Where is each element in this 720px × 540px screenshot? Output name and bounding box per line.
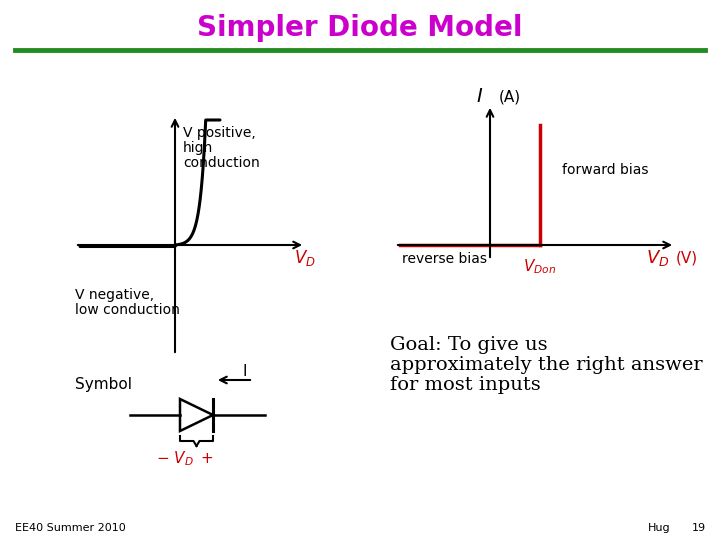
Text: approximately the right answer: approximately the right answer [390,356,703,374]
Text: Goal: To give us: Goal: To give us [390,336,548,354]
Text: (V): (V) [676,251,698,266]
Text: $V_{Don}$: $V_{Don}$ [523,258,557,276]
Text: V positive,: V positive, [183,126,256,140]
Text: low conduction: low conduction [75,303,180,317]
Text: conduction: conduction [183,156,260,170]
Text: $\mathbf{\mathit{V}}_D$: $\mathbf{\mathit{V}}_D$ [646,248,670,268]
Text: $-\ V_D\ +$: $-\ V_D\ +$ [156,450,213,468]
Text: $\mathbf{\mathit{I}}$: $\mathbf{\mathit{I}}$ [477,87,484,106]
Text: high: high [183,141,213,155]
Text: EE40 Summer 2010: EE40 Summer 2010 [15,523,126,533]
Text: 19: 19 [692,523,706,533]
Text: $V_D$: $V_D$ [294,248,316,268]
Text: forward bias: forward bias [562,163,648,177]
Text: Simpler Diode Model: Simpler Diode Model [197,14,523,42]
Text: V negative,: V negative, [75,288,154,302]
Text: Hug: Hug [648,523,670,533]
Text: I: I [243,364,247,380]
Text: for most inputs: for most inputs [390,376,541,394]
Text: (A): (A) [499,90,521,105]
Text: reverse bias: reverse bias [402,252,487,266]
Text: Symbol: Symbol [75,377,132,393]
